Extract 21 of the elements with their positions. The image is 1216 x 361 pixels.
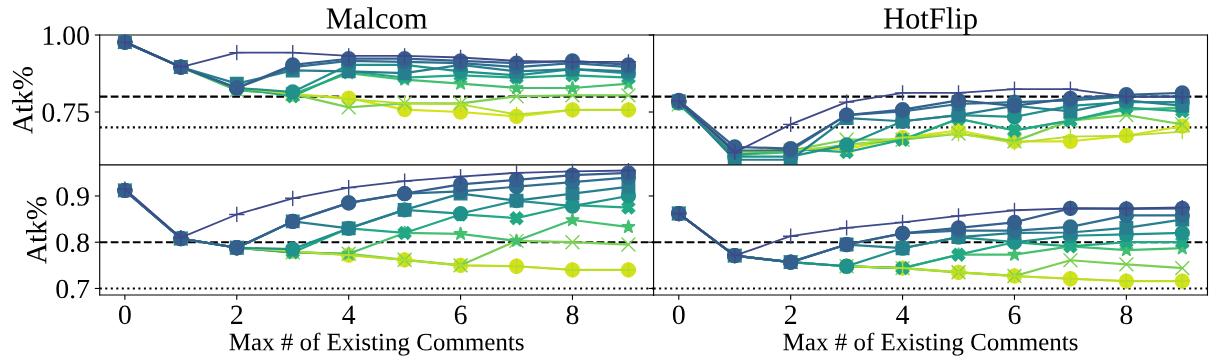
x-axis-title: Max # of Existing Comments <box>229 332 524 356</box>
y-tick-label: 0.7 <box>56 279 90 299</box>
x-tick-label: 4 <box>896 305 910 324</box>
chart-title: HotFlip <box>883 7 977 36</box>
x-tick-label: 0 <box>119 305 131 325</box>
y-tick-label: 0.8 <box>56 233 89 253</box>
x-tick-label: 0 <box>672 305 685 325</box>
y-axis-title: Atk% <box>26 196 47 264</box>
chart-title: Malcom <box>326 7 428 29</box>
y-axis-title: Atk% <box>12 66 33 134</box>
x-tick-label: 6 <box>454 305 467 325</box>
y-tick-label: 0.75 <box>42 103 89 123</box>
x-tick-label: 8 <box>566 305 579 325</box>
x-tick-label: 2 <box>231 305 243 324</box>
x-tick-label: 2 <box>784 305 797 324</box>
x-tick-label: 6 <box>1008 305 1021 325</box>
y-tick-label: 0.9 <box>56 187 89 206</box>
x-axis-title: Max # of Existing Comments <box>783 332 1078 356</box>
x-tick-label: 8 <box>1120 305 1133 325</box>
x-tick-label: 4 <box>342 305 356 324</box>
y-tick-label: 1.00 <box>43 26 89 46</box>
